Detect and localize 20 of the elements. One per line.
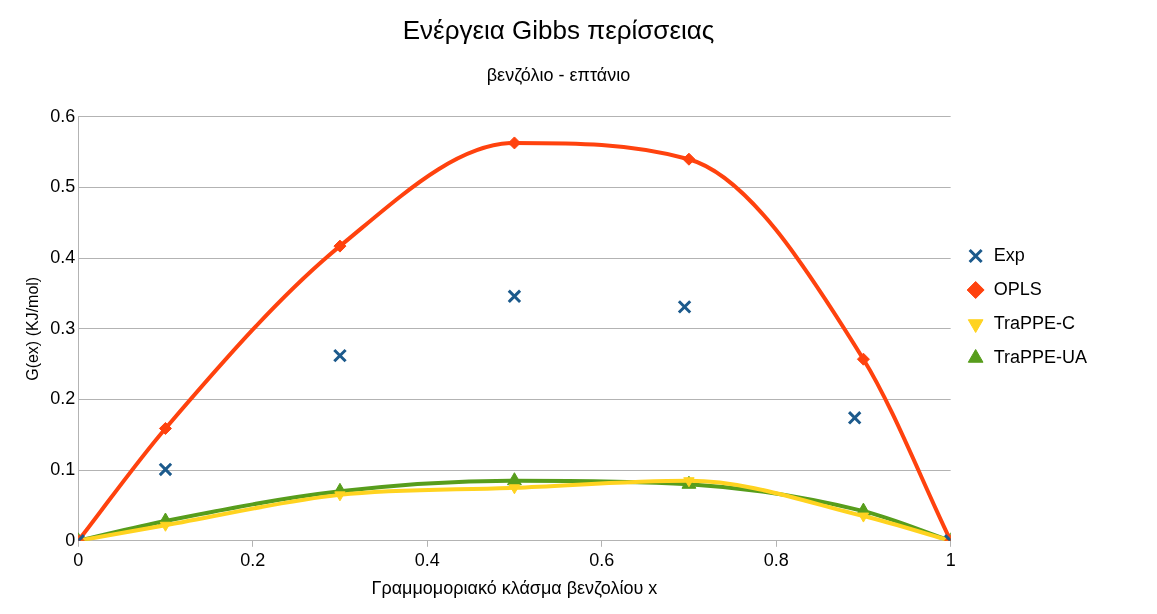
y-tick-label: 0 (65, 529, 76, 550)
y-tick-label: 0.1 (50, 459, 76, 480)
x-tick-label: 0.4 (414, 549, 440, 570)
chart-title: Ενέργεια Gibbs περίσσειας (402, 14, 715, 45)
y-tick-label: 0.3 (50, 317, 76, 338)
x-axis-title: Γραμμομοριακό κλάσμα βενζολίου x (371, 578, 658, 599)
x-tick-label: 0.6 (589, 549, 615, 570)
y-tick-label: 0.5 (50, 176, 76, 197)
chart-subtitle: βενζόλιο - επτάνιο (486, 64, 631, 85)
y-tick-label: 0.2 (50, 388, 76, 409)
legend-label: Exp (993, 244, 1025, 265)
legend-label: TraPPE-UA (993, 346, 1088, 367)
y-tick-label: 0.4 (50, 247, 76, 268)
y-axis-title: G(ex) (KJ/mol) (24, 276, 42, 381)
x-tick-label: 0.2 (240, 549, 266, 570)
legend-label: TraPPE-C (993, 312, 1075, 333)
x-tick-label: 1 (945, 549, 956, 570)
legend-label: OPLS (993, 278, 1042, 299)
x-tick-label: 0.8 (763, 549, 789, 570)
y-tick-label: 0.6 (50, 105, 76, 126)
